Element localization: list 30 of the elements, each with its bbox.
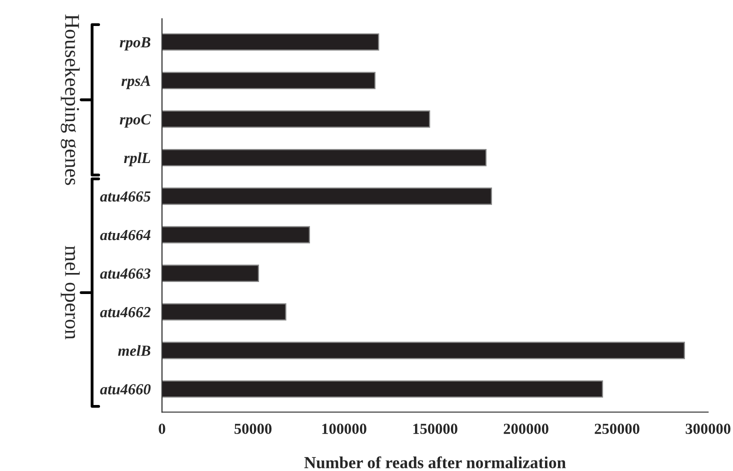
bar <box>162 264 260 282</box>
bar <box>162 33 380 51</box>
bar <box>162 110 430 128</box>
y-tick-label: rplL <box>124 152 150 166</box>
y-tick-label: melB <box>118 345 150 356</box>
y-tick-label: atu4665 <box>100 191 150 202</box>
y-tick-label: rpoC <box>120 114 152 128</box>
text: Housekeeping genes <box>60 14 80 185</box>
x-tick-label: 250000 <box>594 424 640 434</box>
y-tick-label: atu4662 <box>100 307 151 318</box>
bar <box>162 342 685 360</box>
x-axis-title: Number of reads after normalization <box>304 456 566 468</box>
x-tick-label: 50000 <box>234 424 272 434</box>
x-tick-label: 100000 <box>322 424 366 434</box>
y-tick-label: rpoB <box>120 37 150 51</box>
bar <box>162 303 286 321</box>
bar <box>162 380 604 398</box>
bar <box>162 148 487 166</box>
y-tick-label: atu4664 <box>100 230 150 240</box>
y-tick-label: rpsA <box>121 76 150 90</box>
x-tick-label: 0 <box>158 424 166 434</box>
y-tick-label: atu4660 <box>100 384 151 394</box>
bar <box>162 188 492 205</box>
bar <box>162 72 376 90</box>
y-tick-label: atu4663 <box>100 268 150 279</box>
x-tick-label: 200000 <box>504 424 548 434</box>
x-tick-label: 150000 <box>413 424 458 434</box>
text: mel operon <box>60 246 80 340</box>
bar <box>162 226 310 244</box>
x-tick-label: 300000 <box>686 424 730 434</box>
